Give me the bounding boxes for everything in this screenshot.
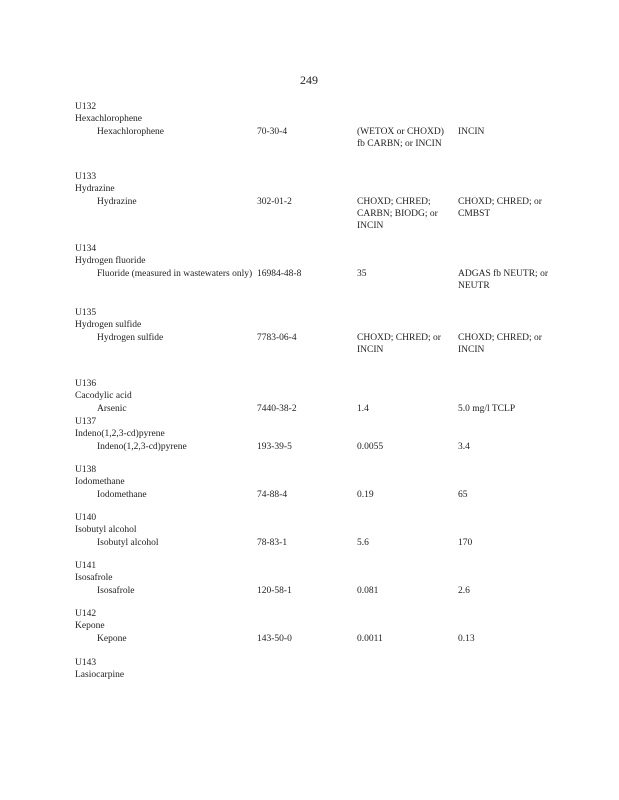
waste-code-entry: U141 Isosafrole Isosafrole 120-58-1 0.081 2.6 [75, 560, 595, 623]
constituent-name: Indeno(1,2,3-cd)pyrene [97, 441, 187, 452]
waste-code: U137 [75, 417, 97, 427]
constituent-row: Isosafrole 120-58-1 0.081 2.6 [75, 585, 595, 623]
cas-number: 78-83-1 [257, 537, 288, 548]
constituent-row: Fluoride (measured in wastewaters only) 1… [75, 268, 595, 306]
wastewater-standard: 5.6 [357, 537, 369, 548]
waste-code-entry: U134 Hydrogen fluoride Fluoride (measured … [75, 243, 595, 306]
waste-name: Isobutyl alcohol [75, 525, 137, 536]
constituent-row: Kepone 143-50-0 0.0011 0.13 [75, 633, 595, 671]
nonwastewater-standard: CHOXD; CHRED; or CMBST [458, 196, 542, 219]
constituent-name: Hexachlorophene [97, 126, 164, 137]
constituent-name: Fluoride (measured in wastewaters only) [97, 268, 253, 279]
nonwastewater-standard: 3.4 [458, 441, 470, 452]
waste-code: U136 [75, 379, 97, 389]
nonwastewater-standard: 65 [458, 489, 468, 500]
constituent-row: Hydrazine 302-01-2 CHOXD; CHRED; CARBN; BI… [75, 196, 595, 234]
waste-code: U132 [75, 102, 97, 112]
waste-code-entry: U143 Lasiocarpine [75, 657, 595, 682]
constituent-name: Iodomethane [97, 489, 147, 500]
cas-number: 120-58-1 [257, 585, 292, 596]
wastewater-standard: 35 [357, 268, 367, 279]
waste-code-entry: U133 Hydrazine Hydrazine 302-01-2 CHOXD; CHR… [75, 171, 595, 234]
cas-number: 74-88-4 [257, 489, 288, 500]
constituent-row: Hexachlorophene 70-30-4 (WETOX or CHOXD) f… [75, 126, 595, 164]
waste-code: U134 [75, 244, 97, 254]
nonwastewater-standard: 5.0 mg/l TCLP [458, 403, 516, 414]
waste-code-entry: U140 Isobutyl alcohol Isobutyl alcohol 78-8… [75, 512, 595, 575]
constituent-name: Kepone [97, 633, 127, 644]
waste-name: Iodomethane [75, 477, 125, 488]
waste-code-entry: U138 Iodomethane Iodomethane 74-88-4 0.19 65 [75, 464, 595, 527]
cas-number: 70-30-4 [257, 126, 288, 137]
waste-name: Hydrogen fluoride [75, 256, 146, 267]
constituent-row: Indeno(1,2,3-cd)pyrene 193-39-5 0.0055 3.4 [75, 441, 595, 479]
wastewater-standard: 1.4 [357, 403, 369, 414]
waste-name: Isosafrole [75, 573, 113, 584]
constituent-name: Arsenic [97, 403, 127, 414]
waste-code-entry: U135 Hydrogen sulfide Hydrogen sulfide 7783… [75, 307, 595, 370]
wastewater-standard: 0.0055 [357, 441, 384, 452]
waste-code-entry: U142 Kepone Kepone 143-50-0 0.0011 0.13 [75, 608, 595, 671]
waste-code: U141 [75, 561, 97, 571]
waste-name: Indeno(1,2,3-cd)pyrene [75, 429, 165, 440]
waste-code: U135 [75, 308, 97, 318]
nonwastewater-standard: CHOXD; CHRED; or INCIN [458, 332, 542, 355]
wastewater-standard: 0.081 [357, 585, 379, 596]
cas-number: 16984-48-8 [257, 268, 302, 279]
constituent-row: Arsenic 7440-38-2 1.4 5.0 mg/l TCLP [75, 403, 595, 441]
waste-code: U140 [75, 513, 97, 523]
nonwastewater-standard: INCIN [458, 126, 485, 137]
page-number: 249 [300, 73, 318, 87]
waste-name: Hexachlorophene [75, 114, 142, 125]
waste-name: Kepone [75, 621, 105, 632]
cas-number: 7783-06-4 [257, 332, 297, 343]
constituent-name: Isobutyl alcohol [97, 537, 159, 548]
nonwastewater-standard: ADGAS fb NEUTR; or NEUTR [458, 268, 548, 291]
wastewater-standard: 0.0011 [357, 633, 383, 644]
cas-number: 143-50-0 [257, 633, 292, 644]
waste-code: U133 [75, 172, 97, 182]
nonwastewater-standard: 0.13 [458, 633, 475, 644]
nonwastewater-standard: 2.6 [458, 585, 470, 596]
wastewater-standard: 0.19 [357, 489, 374, 500]
waste-code-entry: U137 Indeno(1,2,3-cd)pyrene Indeno(1,2,3-c… [75, 416, 595, 479]
waste-name: Lasiocarpine [75, 670, 125, 681]
waste-code: U142 [75, 609, 97, 619]
waste-name: Hydrogen sulfide [75, 320, 142, 331]
nonwastewater-standard: 170 [458, 537, 473, 548]
waste-code-entry: U136 Cacodylic acid Arsenic 7440-38-2 1.4 5.0… [75, 378, 595, 441]
waste-name: Cacodylic acid [75, 391, 132, 402]
wastewater-standard: CHOXD; CHRED; CARBN; BIODG; or INCIN [357, 196, 438, 232]
constituent-row: Iodomethane 74-88-4 0.19 65 [75, 489, 595, 527]
constituent-name: Isosafrole [97, 585, 135, 596]
cas-number: 193-39-5 [257, 441, 292, 452]
constituent-name: Hydrazine [97, 196, 137, 207]
constituent-row: Hydrogen sulfide 7783-06-4 CHOXD; CHRED; o… [75, 332, 595, 370]
cas-number: 7440-38-2 [257, 403, 297, 414]
waste-name: Hydrazine [75, 184, 115, 195]
cas-number: 302-01-2 [257, 196, 292, 207]
constituent-name: Hydrogen sulfide [97, 332, 164, 343]
constituent-row: Isobutyl alcohol 78-83-1 5.6 170 [75, 537, 595, 575]
waste-code-entry: U132 Hexachlorophene Hexachlorophene 70-30-… [75, 101, 595, 164]
wastewater-standard: (WETOX or CHOXD) fb CARBN; or INCIN [357, 126, 444, 149]
wastewater-standard: CHOXD; CHRED; or INCIN [357, 332, 441, 355]
waste-code: U138 [75, 465, 97, 475]
waste-code: U143 [75, 658, 97, 668]
